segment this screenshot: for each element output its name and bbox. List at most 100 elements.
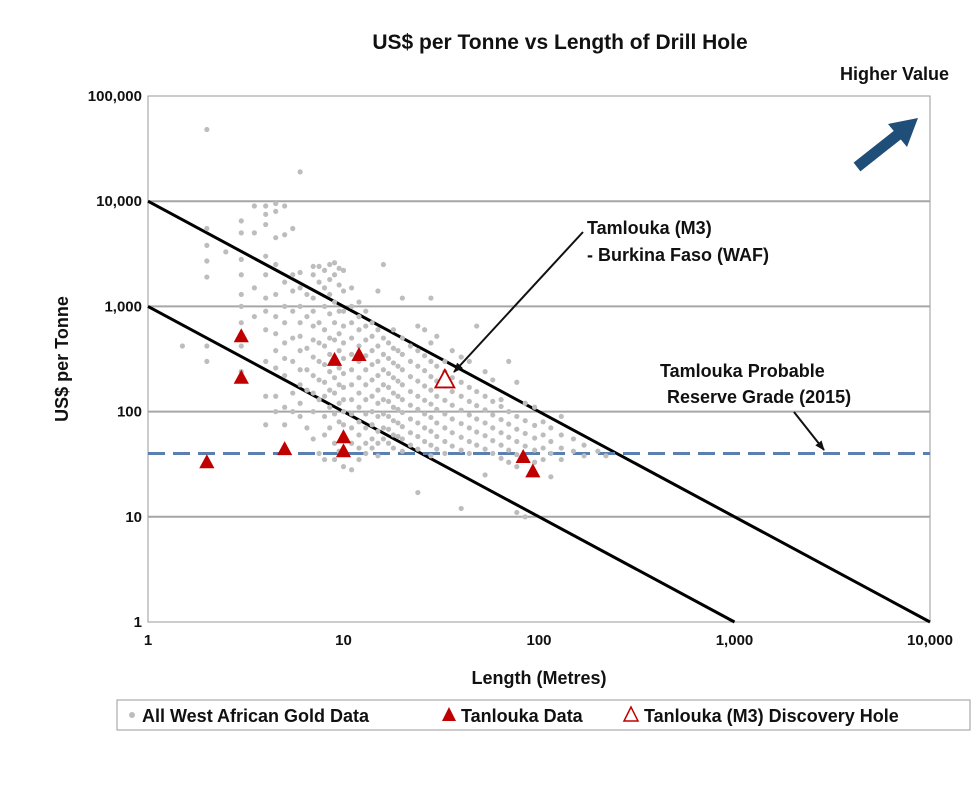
west-african-point: [395, 406, 401, 412]
west-african-point: [282, 340, 288, 346]
west-african-point: [390, 432, 397, 438]
legend-m3-label: Tanlouka (M3) Discovery Hole: [644, 706, 899, 726]
west-african-point: [395, 393, 401, 399]
west-african-point: [273, 313, 279, 320]
west-african-point: [375, 400, 381, 406]
x-tick-label: 1,000: [716, 632, 754, 649]
west-african-point: [297, 348, 303, 354]
tanlouka-point: [335, 443, 352, 458]
west-african-point: [310, 372, 316, 379]
west-african-point: [422, 438, 428, 445]
west-african-point: [321, 413, 328, 420]
west-african-point: [514, 426, 520, 432]
west-african-point: [415, 348, 421, 354]
plot-frame: [147, 95, 931, 623]
west-african-point: [490, 425, 496, 431]
west-african-point: [380, 436, 387, 442]
west-african-point: [506, 409, 512, 415]
west-african-point: [273, 348, 279, 354]
west-african-point: [581, 453, 587, 459]
west-african-point: [458, 379, 464, 385]
west-african-point: [428, 453, 434, 459]
west-african-point: [375, 327, 381, 333]
west-african-point: [340, 409, 347, 415]
west-african-series: [179, 126, 609, 520]
west-african-point: [204, 258, 210, 264]
west-african-point: [290, 272, 296, 278]
west-african-point: [390, 375, 397, 381]
west-african-point: [558, 413, 564, 420]
west-african-point: [356, 432, 362, 438]
west-african-point: [385, 440, 392, 446]
west-african-point: [356, 313, 362, 320]
west-african-point: [356, 375, 362, 381]
west-african-point: [297, 413, 303, 420]
west-african-point: [522, 400, 528, 406]
west-african-point: [428, 358, 434, 365]
west-african-point: [506, 358, 512, 365]
west-african-point: [348, 397, 355, 403]
west-african-point: [474, 429, 480, 435]
legend-tanlouka-marker: [442, 707, 456, 721]
west-african-point: [399, 448, 405, 454]
west-african-point: [331, 456, 338, 463]
west-african-point: [316, 340, 322, 346]
west-african-point: [297, 333, 303, 339]
west-african-point: [466, 358, 472, 365]
west-african-point: [263, 253, 269, 259]
west-african-point: [273, 393, 279, 399]
west-african-point: [310, 436, 316, 442]
west-african-point: [340, 323, 347, 329]
west-african-point: [304, 367, 310, 373]
west-african-point: [297, 400, 303, 406]
band-lower-line: [147, 305, 736, 624]
west-african-point: [356, 390, 362, 396]
west-african-point: [474, 442, 480, 448]
west-african-point: [395, 378, 401, 384]
west-african-point: [428, 442, 434, 448]
west-african-point: [263, 308, 269, 314]
west-african-point: [514, 379, 520, 385]
west-african-point: [490, 398, 496, 405]
west-african-point: [273, 331, 279, 337]
west-african-point: [395, 363, 401, 369]
west-african-point: [321, 343, 328, 349]
west-african-point: [327, 387, 333, 393]
west-african-point: [558, 445, 564, 451]
west-african-point: [263, 327, 269, 333]
legend-tanlouka-label: Tanlouka Data: [461, 706, 584, 726]
west-african-point: [282, 355, 288, 362]
west-african-point: [363, 323, 369, 329]
west-african-point: [595, 448, 601, 454]
west-african-point: [282, 279, 288, 285]
west-african-point: [422, 397, 428, 403]
west-african-point: [415, 393, 421, 399]
west-african-point: [540, 419, 546, 425]
west-african-point: [340, 370, 347, 377]
west-african-point: [310, 390, 316, 396]
west-african-point: [290, 288, 296, 294]
west-african-point: [297, 320, 303, 326]
west-african-point: [348, 320, 355, 326]
reserve-annotation: Tamlouka Probable Reserve Grade (2015): [660, 361, 851, 451]
west-african-point: [442, 450, 448, 457]
west-african-point: [369, 409, 375, 415]
west-african-point: [522, 430, 528, 437]
west-african-point: [442, 438, 448, 445]
west-african-point: [204, 343, 210, 349]
west-african-point: [238, 320, 244, 326]
west-african-point: [356, 456, 362, 463]
west-african-point: [331, 411, 338, 417]
west-african-point: [434, 433, 440, 440]
west-african-point: [238, 272, 244, 278]
y-tick-label: 10: [125, 509, 142, 526]
west-african-point: [340, 422, 347, 428]
west-african-point: [340, 384, 347, 390]
west-african-point: [204, 358, 210, 365]
west-african-point: [603, 453, 609, 459]
west-african-point: [321, 267, 328, 273]
west-african-point: [223, 249, 229, 255]
west-african-point: [498, 397, 504, 403]
reserve-leader-arrow: [793, 411, 825, 451]
